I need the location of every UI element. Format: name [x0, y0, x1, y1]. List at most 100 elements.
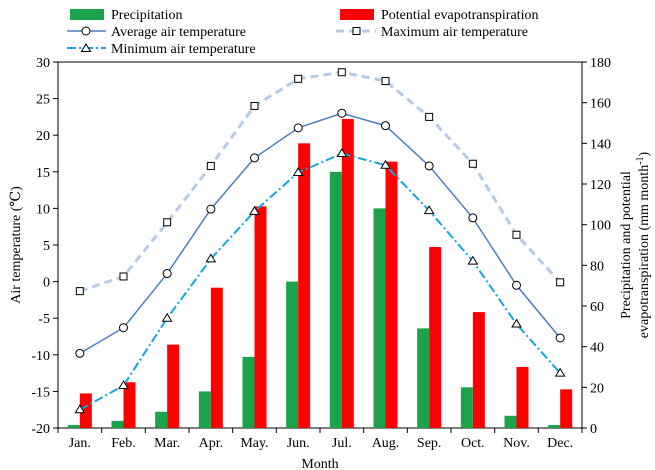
- right-y-tick-label: 60: [590, 300, 604, 315]
- pet-bar: [123, 382, 136, 428]
- x-tick-label: Dec.: [547, 436, 573, 451]
- min-temperature-point: [292, 167, 304, 177]
- max-temperature-point: [337, 68, 346, 77]
- pet-bar: [167, 344, 180, 428]
- x-tick-label: Feb.: [111, 436, 136, 451]
- max-temperature-point: [556, 278, 565, 287]
- precipitation-bar: [155, 411, 168, 428]
- left-y-tick-label: -15: [31, 385, 50, 400]
- axes-layer: Jan. Feb. Mar. Apr. May. Jun. Jul. Aug. Sep. Oct.…: [31, 56, 611, 451]
- legend-swatch-pet: [340, 9, 374, 20]
- right-y-tick-label: 20: [590, 381, 604, 396]
- x-axis-title: Month: [301, 457, 338, 470]
- min-temperature-line: [79, 152, 561, 411]
- max-temperature-point: [250, 101, 259, 110]
- max-temperature-point: [381, 77, 390, 86]
- avg-temperature-point: [162, 269, 172, 279]
- x-tick-label: Jul.: [332, 436, 352, 451]
- pet-bar: [560, 389, 573, 428]
- precipitation-bar: [286, 281, 299, 428]
- precipitation-bar: [329, 171, 342, 429]
- precipitation-bar: [198, 391, 211, 428]
- min-temperature-point: [74, 404, 86, 414]
- legend-marker-avg: [81, 26, 91, 36]
- right-y-tick-label: 120: [590, 178, 611, 193]
- line-layer: [74, 68, 566, 414]
- right-y-tick-label: 140: [590, 137, 611, 152]
- min-temperature-point: [554, 367, 566, 377]
- right-y-tick-label: 180: [590, 56, 611, 71]
- right-y-tick-label: 100: [590, 219, 611, 234]
- avg-temperature-point: [206, 204, 216, 214]
- left-y-tick-label: -10: [31, 349, 50, 364]
- right-y-tick-label: 40: [590, 341, 604, 356]
- avg-temperature-point: [250, 153, 259, 163]
- right-axis-title-superscript: -1: [635, 156, 646, 164]
- x-tick-label: Nov.: [503, 436, 530, 451]
- x-tick-label: Apr.: [199, 436, 224, 451]
- pet-bar: [341, 118, 354, 428]
- legend-item-min: Minimum air temperature: [67, 42, 256, 57]
- left-y-tick-label: 30: [36, 56, 50, 71]
- legend-item-pet: Potential evapotranspiration: [340, 8, 538, 23]
- legend-item-avg: Average air temperature: [67, 25, 246, 40]
- legend-label-precipitation: Precipitation: [111, 8, 183, 23]
- right-axis-title-line2-main: evapotranspiration (mm month: [637, 165, 652, 338]
- min-temperature-point: [249, 205, 260, 215]
- max-temperature-point: [425, 112, 434, 121]
- max-temperature-point: [468, 159, 477, 168]
- avg-temperature-point: [381, 121, 390, 131]
- max-temperature-point: [119, 272, 128, 281]
- legend: Precipitation Potential evapotranspirati…: [67, 8, 538, 57]
- legend-item-precipitation: Precipitation: [70, 8, 183, 23]
- precipitation-bar: [111, 420, 124, 428]
- avg-temperature-point: [75, 348, 85, 358]
- right-axis-title-line2: evapotranspiration (mm month-1): [635, 151, 652, 338]
- min-temperature-point: [336, 148, 348, 157]
- avg-temperature-point: [293, 123, 303, 133]
- min-temperature-point: [467, 255, 479, 265]
- pet-bar: [516, 367, 529, 428]
- x-tick-label: Aug.: [372, 436, 400, 451]
- plot-area: [57, 61, 583, 429]
- pet-bar: [298, 143, 311, 429]
- right-axis-title-line1: Precipitation and potential: [619, 171, 634, 319]
- pet-bar: [254, 206, 267, 428]
- precipitation-bar: [548, 424, 561, 428]
- pet-bar: [210, 287, 223, 428]
- min-temperature-point: [380, 159, 391, 169]
- precipitation-bar: [417, 328, 430, 428]
- precipitation-bar: [460, 387, 473, 428]
- x-tick-label: Sep.: [417, 436, 442, 451]
- avg-temperature-point: [512, 280, 521, 290]
- max-temperature-point: [75, 287, 84, 296]
- avg-temperature-point: [555, 333, 565, 343]
- min-temperature-point: [161, 312, 173, 322]
- avg-temperature-point: [468, 213, 478, 223]
- right-y-tick-label: 0: [590, 422, 597, 437]
- x-tick-label: May.: [240, 436, 268, 451]
- left-y-tick-label: 10: [36, 202, 50, 217]
- min-temperature-point: [423, 205, 435, 215]
- avg-temperature-point: [119, 323, 128, 333]
- precipitation-bar: [67, 424, 80, 428]
- x-tick-label: Jan.: [69, 436, 91, 451]
- avg-temperature-point: [424, 161, 434, 171]
- legend-swatch-precipitation: [70, 9, 104, 20]
- right-axis-title-line2-end: ): [637, 151, 652, 156]
- max-temperature-point: [512, 230, 521, 239]
- precipitation-bar: [504, 415, 517, 428]
- max-temperature-line: [79, 70, 562, 293]
- left-axis-title: Air temperature (℃): [9, 186, 24, 304]
- left-y-tick-label: 0: [43, 276, 50, 291]
- legend-marker-max: [352, 27, 361, 35]
- precipitation-bar: [373, 208, 386, 428]
- bar-layer: [67, 118, 573, 429]
- min-temperature-point: [118, 380, 129, 390]
- min-temperature-point: [511, 318, 522, 328]
- legend-label-avg: Average air temperature: [111, 25, 246, 40]
- max-temperature-point: [206, 161, 215, 170]
- legend-label-pet: Potential evapotranspiration: [381, 8, 538, 23]
